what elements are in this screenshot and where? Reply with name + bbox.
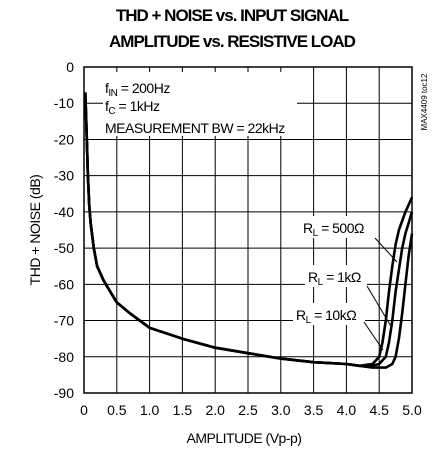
y-tick-label: -10 bbox=[54, 95, 74, 111]
annotation-box bbox=[103, 72, 297, 136]
series-label-rl-10k: RL = 10kΩ bbox=[296, 307, 356, 326]
chart-title-line-1: THD + NOISE vs. INPUT SIGNAL bbox=[116, 6, 349, 25]
y-tick-label: -60 bbox=[54, 276, 74, 292]
y-tick-label: -70 bbox=[54, 313, 74, 329]
pointer-line-10k bbox=[363, 321, 384, 351]
x-tick-label: 3.5 bbox=[304, 402, 324, 418]
y-axis-label: THD + NOISE (dB) bbox=[27, 175, 43, 286]
x-tick-label: 2.5 bbox=[238, 402, 258, 418]
x-tick-label: 4.0 bbox=[337, 402, 357, 418]
y-tick-label: -90 bbox=[54, 385, 74, 401]
label-bg-10k bbox=[293, 303, 365, 325]
y-tick-label: -80 bbox=[54, 349, 74, 365]
annotation-fc: fC = 1kHz bbox=[105, 98, 160, 117]
x-tick-label: 4.5 bbox=[369, 402, 389, 418]
x-tick-label: 1.0 bbox=[140, 402, 160, 418]
label-bg-1k bbox=[305, 265, 367, 287]
pointer-line-1k bbox=[366, 285, 393, 329]
x-tick-label: 3.0 bbox=[271, 402, 291, 418]
data-curves bbox=[84, 92, 414, 369]
series-label-rl-500: RL = 500Ω bbox=[303, 220, 364, 239]
series-line-rl-10k bbox=[84, 92, 414, 369]
x-tick-label: 1.5 bbox=[173, 402, 193, 418]
figure-code: MAX4409 toc12 bbox=[420, 73, 429, 130]
x-tick-label: 0.5 bbox=[107, 402, 127, 418]
x-tick-label: 2.0 bbox=[205, 402, 225, 418]
annotation-fin: fIN = 200Hz bbox=[105, 80, 170, 99]
label-bg-500 bbox=[300, 216, 376, 238]
y-tick-label: -20 bbox=[54, 131, 74, 147]
x-tick-labels: 0 0.5 1.0 1.5 2.0 2.5 3.0 3.5 4.0 4.5 5.0 bbox=[80, 402, 422, 418]
chart-title-line-2: AMPLITUDE vs. RESISTIVE LOAD bbox=[109, 32, 356, 51]
y-tick-label: -30 bbox=[54, 168, 74, 184]
annotation-bw: MEASUREMENT BW = 22kHz bbox=[105, 120, 285, 136]
y-tick-label: 0 bbox=[66, 59, 74, 75]
y-tick-label: -40 bbox=[54, 204, 74, 220]
series-label-rl-1k: RL = 1kΩ bbox=[308, 269, 361, 288]
pointer-line-500 bbox=[374, 237, 398, 263]
x-tick-label: 5.0 bbox=[402, 402, 422, 418]
y-tick-label: -50 bbox=[54, 240, 74, 256]
y-tick-labels: 0 -10 -20 -30 -40 -50 -60 -70 -80 -90 bbox=[54, 59, 74, 401]
plot-frame bbox=[83, 66, 413, 394]
x-tick-label: 0 bbox=[80, 402, 88, 418]
x-axis-label: AMPLITUDE (Vp-p) bbox=[187, 430, 302, 446]
